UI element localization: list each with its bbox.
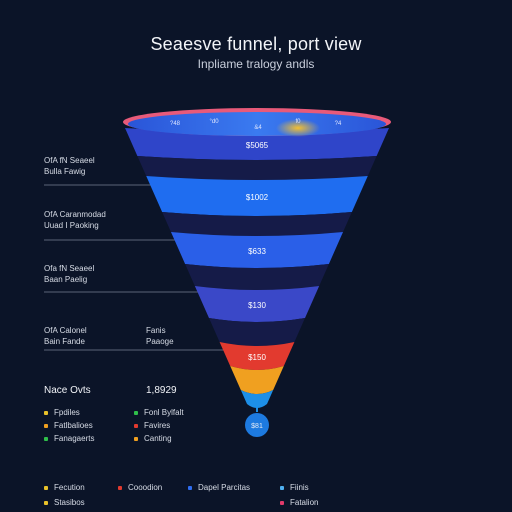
legend-label: Favires (144, 421, 171, 430)
funnel-rim (128, 112, 386, 136)
side-label-2-line2: Uuad I Paoking (44, 221, 99, 230)
stage-label: $1002 (246, 193, 269, 202)
legend-swatch (44, 410, 48, 415)
bottom-legend-item: Dapel Parcitas (188, 483, 250, 492)
side-label-3: Ofa fN Seaeel Baan Paelig (44, 263, 94, 285)
legend-swatch (280, 500, 284, 505)
bottom-legend-item: Stasibos (44, 498, 85, 507)
side-label-2: OfA Caranmodad Uuad I Paoking (44, 209, 106, 231)
summary-value: 1,8929 (146, 385, 177, 396)
side-label-4-line1: OfA Calonel (44, 326, 87, 335)
funnel-separator-band (185, 264, 329, 290)
chart-title: Seaesve funnel, port view (150, 34, 362, 54)
legend-label: Fpdiles (54, 408, 80, 417)
side-label-4-line2: Bain Fande (44, 337, 85, 346)
legend-swatch (44, 500, 48, 505)
bottom-legend-item: Cooodion (118, 483, 162, 492)
side-label-3-line2: Baan Paelig (44, 275, 88, 284)
summary-title: Nace Ovts (44, 385, 91, 396)
legend-label: Fonl Bylfalt (144, 408, 184, 417)
legend-item: Fonl Bylfalt (134, 408, 184, 417)
legend-swatch (134, 436, 138, 441)
mid-label-line1: Fanis (146, 326, 166, 335)
legend-swatch (44, 423, 48, 428)
funnel-stage (194, 286, 320, 322)
side-label-1: OfA fN Seaeel Bulla Fawig (44, 155, 95, 177)
bottom-legend-item: Fatalion (280, 498, 318, 507)
funnel-stage (240, 390, 274, 408)
rim-label: °d0 (209, 119, 219, 125)
legend-item: Fpdiles (44, 408, 80, 417)
legend-item: Favires (134, 421, 170, 430)
legend-label: Fanagaerts (54, 434, 95, 443)
legend-label: Canting (144, 434, 172, 443)
legend-swatch (44, 485, 48, 490)
legend-item: Fanagaerts (44, 434, 94, 443)
legend-swatch (188, 485, 192, 490)
legend-label: Fatalion (290, 498, 319, 507)
legend-label: Dapel Parcitas (198, 483, 251, 492)
side-label-3-line1: Ofa fN Seaeel (44, 264, 95, 273)
rim-label: ?48 (170, 121, 181, 127)
legend-label: Fiinis (290, 483, 309, 492)
legend-swatch (280, 485, 284, 490)
stage-label: $150 (248, 353, 266, 362)
legend-swatch (118, 485, 122, 490)
funnel-separator-band (137, 156, 377, 180)
bottom-legend-item: Fecution (44, 483, 85, 492)
rim-label: &4 (254, 125, 262, 131)
mid-label: Fanis Paaoge (146, 325, 174, 347)
mid-label-line2: Paaoge (146, 337, 174, 346)
legend-label: Stasibos (54, 498, 85, 507)
legend-swatch (44, 436, 48, 441)
rim-label: f0 (295, 119, 301, 125)
rim-glow (276, 119, 320, 137)
funnel-stage (219, 342, 295, 370)
funnel-separator-band (162, 212, 352, 236)
funnel-stage (230, 366, 284, 394)
legend-item: Canting (134, 434, 172, 443)
funnel-separator-band (208, 318, 306, 346)
legend-label: Fecution (54, 483, 85, 492)
funnel-tip (245, 413, 269, 437)
legend-item: Fatlbalioes (44, 421, 93, 430)
tip-label: $81 (251, 423, 263, 430)
funnel-stage (146, 176, 368, 216)
side-label-2-line1: OfA Caranmodad (44, 210, 106, 219)
stage-label: $5065 (246, 141, 269, 150)
side-label-1-line1: OfA fN Seaeel (44, 156, 95, 165)
side-label-4: OfA Calonel Bain Fande (44, 325, 87, 347)
stage-label: $633 (248, 247, 266, 256)
bottom-legend-item: Fiinis (280, 483, 309, 492)
legend-swatch (134, 410, 138, 415)
legend-label: Fatlbalioes (54, 421, 93, 430)
rim-label: ?4 (335, 121, 342, 127)
funnel-stage (170, 232, 344, 268)
legend-swatch (134, 423, 138, 428)
side-label-1-line2: Bulla Fawig (44, 167, 86, 176)
chart-subtitle: Inpliame tralogy andls (197, 57, 315, 71)
funnel-stage (125, 128, 389, 160)
stage-label: $130 (248, 301, 266, 310)
legend-label: Cooodion (128, 483, 163, 492)
